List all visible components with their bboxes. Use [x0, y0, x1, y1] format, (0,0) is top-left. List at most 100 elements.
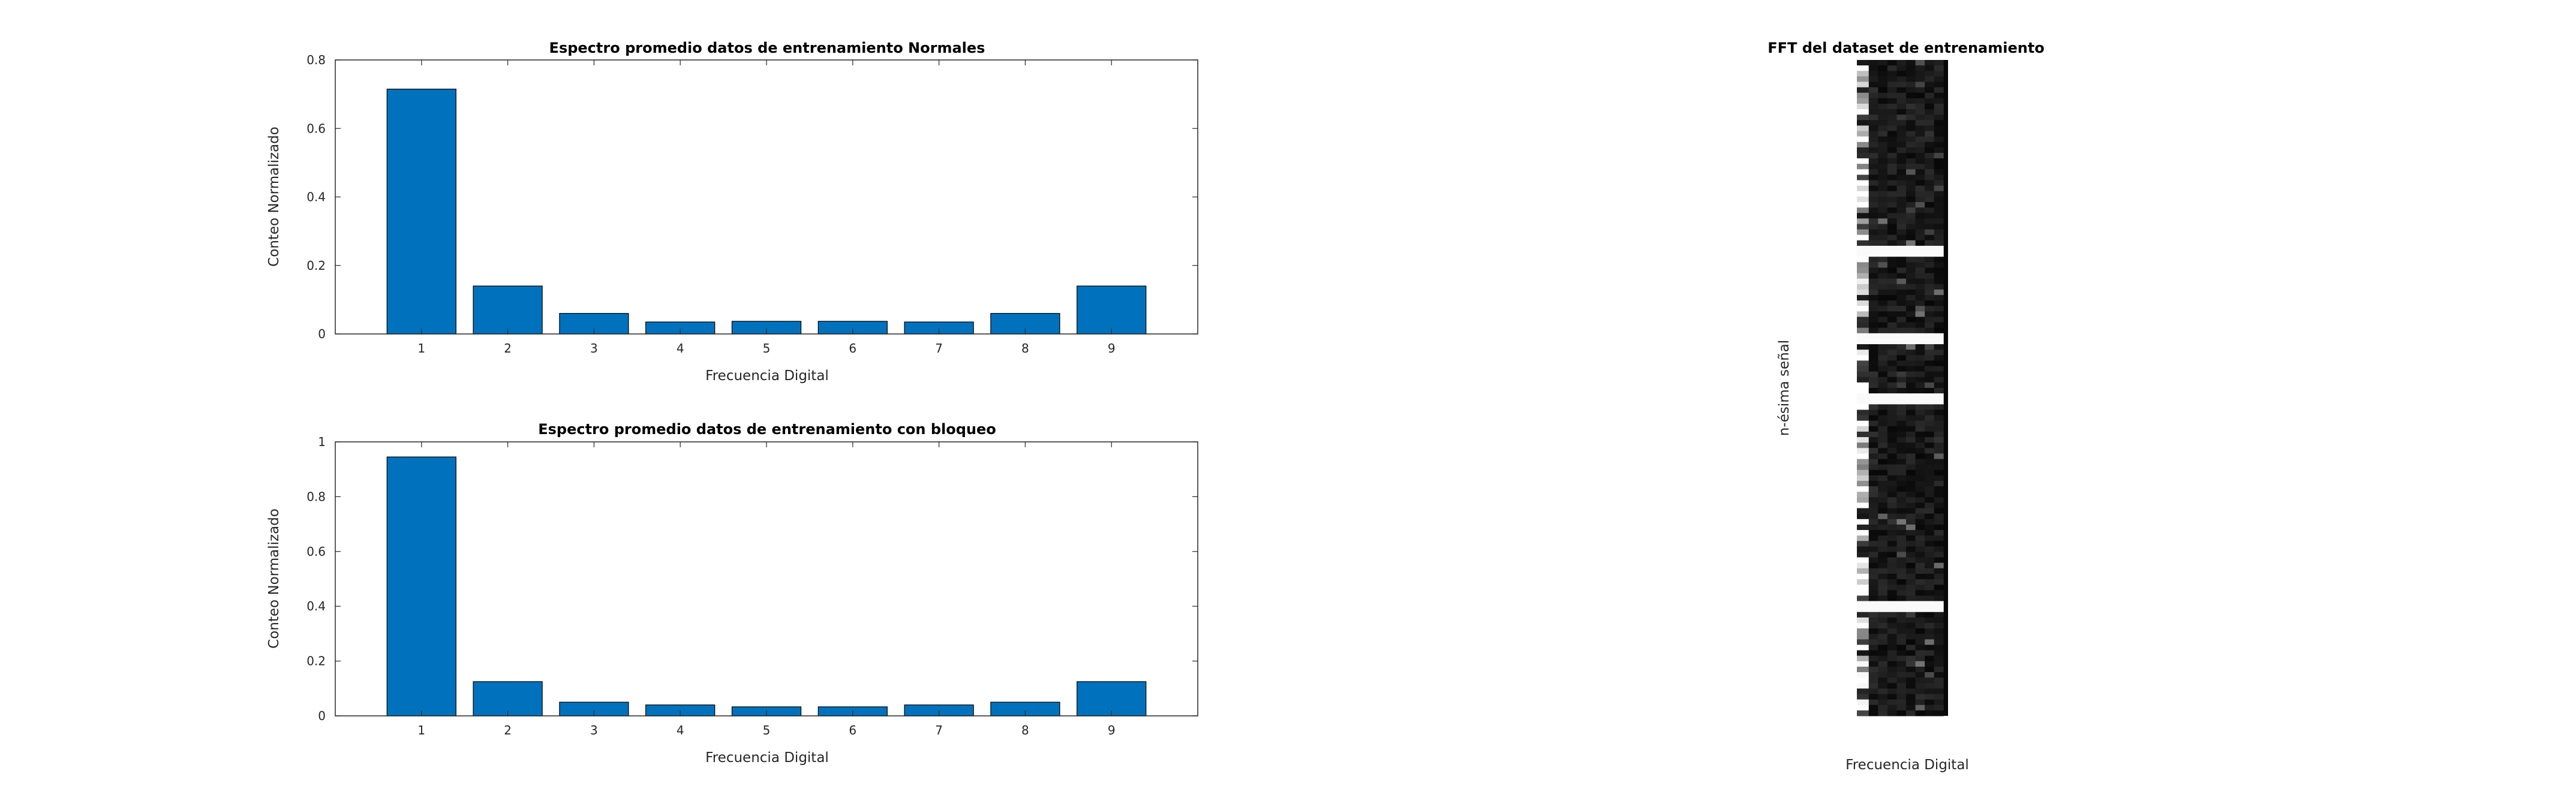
heatmap-cell: [1934, 677, 1944, 683]
heatmap-cell: [1925, 125, 1935, 132]
heatmap-cell: [1915, 245, 1925, 252]
heatmap-cell: [1857, 464, 1869, 471]
x-tick-label: 3: [590, 341, 598, 356]
heatmap-cell: [1925, 634, 1935, 640]
heatmap-cell: [1934, 125, 1944, 132]
heatmap-cell: [1906, 437, 1916, 443]
heatmap-cell: [1906, 267, 1916, 274]
heatmap-cell: [1868, 141, 1878, 148]
y-tick-label: 0.4: [306, 190, 326, 204]
heatmap-cell: [1915, 655, 1925, 662]
heatmap-cell: [1868, 169, 1878, 175]
heatmap-cell: [1934, 257, 1944, 263]
heatmap-cell: [1887, 382, 1897, 389]
heatmap-cell: [1915, 196, 1925, 203]
heatmap-cell: [1934, 666, 1944, 673]
heatmap-cell: [1925, 218, 1935, 224]
heatmap-cell: [1925, 245, 1935, 252]
heatmap-cell: [1934, 448, 1944, 454]
heatmap-cell: [1896, 92, 1907, 99]
heatmap-cell: [1925, 317, 1935, 323]
heatmap-cell: [1934, 694, 1944, 700]
heatmap-cell: [1906, 218, 1916, 224]
heatmap-cell: [1915, 350, 1925, 356]
heatmap-cell: [1915, 207, 1925, 213]
heatmap-cell: [1887, 448, 1897, 454]
heatmap-cell: [1857, 710, 1869, 716]
heatmap-cell: [1925, 688, 1935, 695]
heatmap-cell: [1887, 76, 1897, 82]
heatmap-cell: [1868, 541, 1878, 547]
heatmap-cell: [1868, 666, 1878, 673]
heatmap-cell: [1925, 207, 1935, 213]
x-tick-label: 9: [1108, 341, 1116, 356]
heatmap-cell: [1857, 344, 1869, 350]
heatmap-cell: [1925, 409, 1935, 416]
heatmap-cell: [1934, 289, 1944, 296]
heatmap-cell: [1896, 530, 1907, 536]
heatmap-cell: [1887, 273, 1897, 279]
heatmap-cell: [1915, 469, 1925, 476]
heatmap-cell: [1887, 399, 1897, 405]
heatmap-cell: [1925, 300, 1935, 306]
heatmap-cell: [1915, 694, 1925, 700]
heatmap-cell: [1925, 704, 1935, 711]
heatmap-cell: [1887, 240, 1897, 246]
heatmap-cell: [1925, 661, 1935, 667]
heatmap-cell: [1878, 338, 1888, 345]
heatmap-cell: [1887, 262, 1897, 268]
heatmap-cell: [1906, 371, 1916, 378]
heatmap-cell: [1915, 480, 1925, 487]
heatmap-cell: [1906, 388, 1916, 394]
heatmap-cell: [1868, 655, 1878, 662]
heatmap-cell: [1878, 557, 1888, 564]
heatmap-cell: [1906, 710, 1916, 716]
heatmap-cell: [1868, 699, 1878, 706]
chart-title: Espectro promedio datos de entrenamiento…: [549, 40, 985, 56]
heatmap-cell: [1896, 617, 1907, 624]
heatmap-cell: [1887, 601, 1897, 607]
heatmap-cell: [1925, 448, 1935, 454]
heatmap-cell: [1896, 557, 1907, 564]
heatmap-cell: [1925, 541, 1935, 547]
heatmap-cell: [1906, 634, 1916, 640]
heatmap-cell: [1925, 535, 1935, 541]
heatmap-cell: [1925, 289, 1935, 296]
heatmap-cell: [1868, 437, 1878, 443]
heatmap-cell: [1887, 360, 1897, 367]
heatmap-cell: [1857, 623, 1869, 629]
heatmap-cell: [1915, 295, 1925, 301]
heatmap-cell: [1906, 704, 1916, 711]
heatmap-cell: [1887, 355, 1897, 361]
heatmap-cell: [1868, 257, 1878, 263]
heatmap-cell: [1896, 152, 1907, 159]
heatmap-cell: [1887, 87, 1897, 94]
heatmap-cell: [1878, 344, 1888, 350]
heatmap-cell: [1896, 191, 1907, 197]
heatmap-cell: [1915, 415, 1925, 421]
heatmap-cell: [1878, 125, 1888, 132]
heatmap-cell: [1915, 322, 1925, 329]
heatmap-cell: [1868, 218, 1878, 224]
heatmap-cell: [1925, 82, 1935, 88]
heatmap-cell: [1887, 278, 1897, 285]
heatmap-cell: [1878, 645, 1888, 651]
heatmap-cell: [1925, 333, 1935, 339]
heatmap-cell: [1868, 502, 1878, 509]
heatmap-cell: [1878, 306, 1888, 312]
heatmap-cell: [1896, 634, 1907, 640]
heatmap-cell: [1868, 322, 1878, 329]
heatmap-cell: [1906, 448, 1916, 454]
heatmap-cell: [1915, 437, 1925, 443]
heatmap-cell: [1868, 595, 1878, 602]
heatmap-cell: [1887, 131, 1897, 137]
heatmap-cell: [1878, 213, 1888, 219]
heatmap-cell: [1887, 284, 1897, 290]
heatmap-cell: [1857, 355, 1869, 361]
heatmap-cell: [1878, 404, 1888, 410]
heatmap-cell: [1915, 103, 1925, 110]
heatmap-cell: [1896, 213, 1907, 219]
heatmap-cell: [1906, 245, 1916, 252]
heatmap-cell: [1925, 617, 1935, 624]
heatmap-cell: [1934, 322, 1944, 329]
